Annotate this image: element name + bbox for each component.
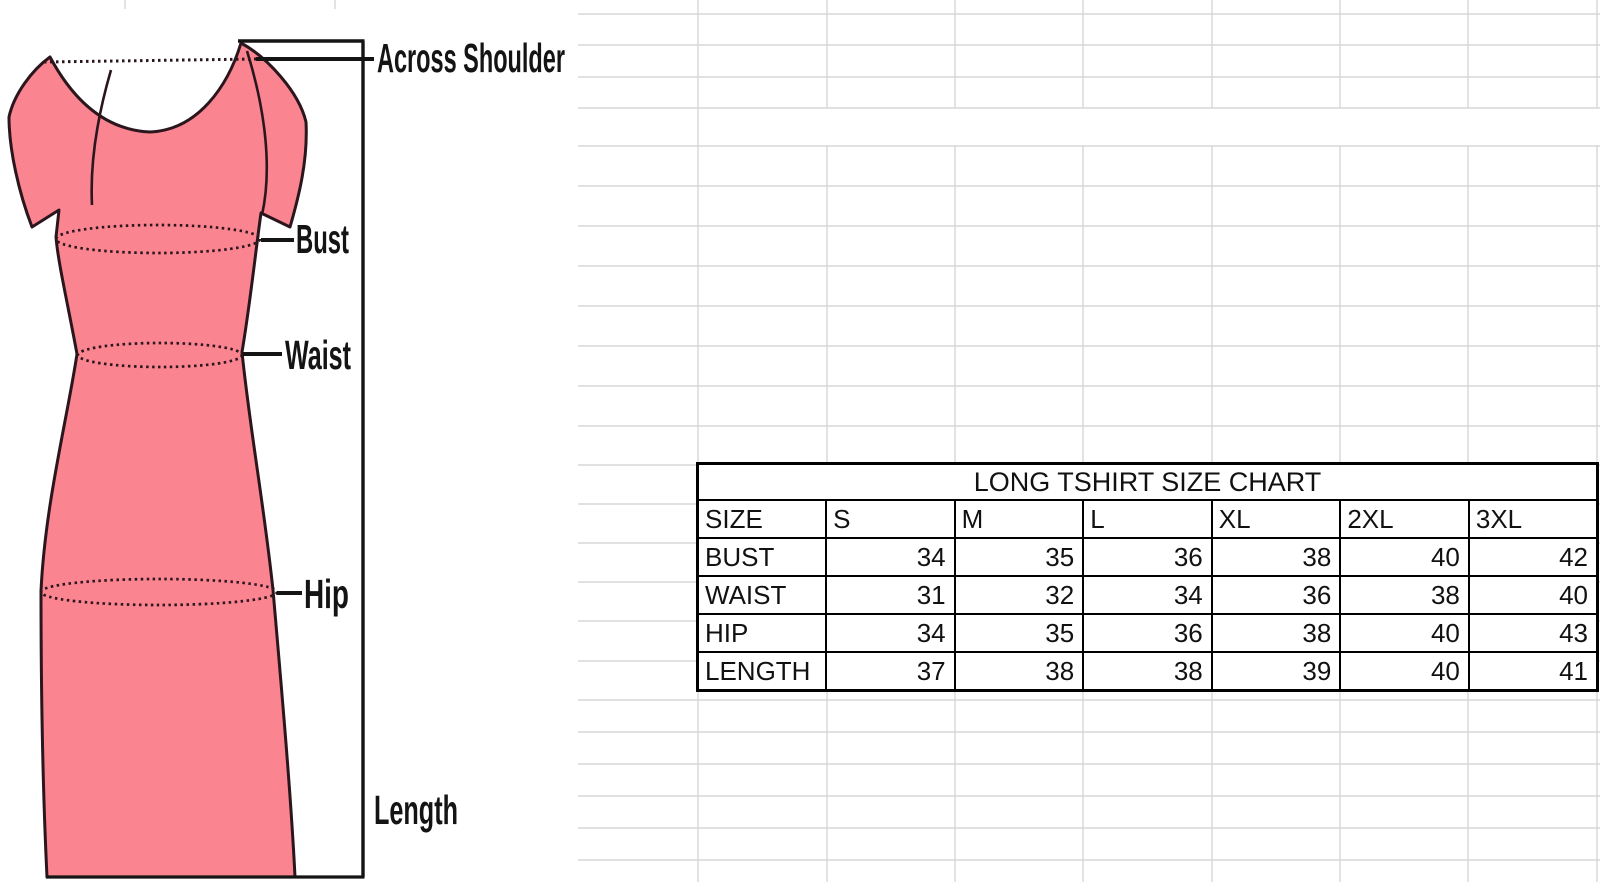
value-cell[interactable]: 39 <box>1210 651 1342 692</box>
size-chart-title-row: LONG TSHIRT SIZE CHART <box>696 462 1599 501</box>
waist-label: Waist <box>285 332 351 378</box>
row-label-bust[interactable]: BUST <box>696 537 828 577</box>
row-label-length[interactable]: LENGTH <box>696 651 828 692</box>
bust-ellipse <box>54 223 262 255</box>
hip-label: Hip <box>304 571 349 617</box>
value-cell[interactable]: 38 <box>1082 651 1213 692</box>
value-cell[interactable]: 40 <box>1339 651 1470 692</box>
value-cell[interactable]: 40 <box>1467 575 1599 615</box>
column-header-2xl[interactable]: 2XL <box>1339 499 1470 539</box>
value-cell[interactable]: 40 <box>1339 537 1470 577</box>
value-cell[interactable]: 38 <box>1210 537 1342 577</box>
column-header-3xl[interactable]: 3XL <box>1467 499 1599 539</box>
value-cell[interactable]: 35 <box>953 537 1085 577</box>
value-cell[interactable]: 36 <box>1082 613 1213 653</box>
size-chart-table: LONG TSHIRT SIZE CHART SIZE S M L XL 2XL… <box>696 462 1599 692</box>
size-chart-header-row: SIZE S M L XL 2XL 3XL <box>696 499 1599 539</box>
table-row-bust: BUST 34 35 36 38 40 42 <box>696 537 1599 577</box>
value-cell[interactable]: 43 <box>1467 613 1599 653</box>
column-header-s[interactable]: S <box>825 499 956 539</box>
value-cell[interactable]: 31 <box>825 575 956 615</box>
dress-diagram-image[interactable]: Across Shoulder Bust Waist Hip Length <box>0 0 578 882</box>
value-cell[interactable]: 41 <box>1467 651 1599 692</box>
table-row-hip: HIP 34 35 36 38 40 43 <box>696 613 1599 653</box>
table-row-length: LENGTH 37 38 38 39 40 41 <box>696 651 1599 692</box>
value-cell[interactable]: 40 <box>1339 613 1470 653</box>
value-cell[interactable]: 34 <box>825 613 956 653</box>
bust-label: Bust <box>296 216 349 262</box>
column-header-size[interactable]: SIZE <box>696 499 828 539</box>
left-armhole-seam <box>90 69 113 206</box>
value-cell[interactable]: 37 <box>825 651 956 692</box>
column-header-m[interactable]: M <box>953 499 1085 539</box>
column-header-xl[interactable]: XL <box>1210 499 1342 539</box>
row-label-waist[interactable]: WAIST <box>696 575 828 615</box>
across-shoulder-label: Across Shoulder <box>377 35 565 81</box>
value-cell[interactable]: 32 <box>953 575 1085 615</box>
value-cell[interactable]: 34 <box>825 537 956 577</box>
value-cell[interactable]: 35 <box>953 613 1085 653</box>
dress-shape <box>7 41 308 879</box>
size-chart-title[interactable]: LONG TSHIRT SIZE CHART <box>696 462 1599 501</box>
value-cell[interactable]: 42 <box>1467 537 1599 577</box>
right-armhole-seam <box>245 50 269 216</box>
column-header-l[interactable]: L <box>1082 499 1213 539</box>
value-cell[interactable]: 34 <box>1082 575 1213 615</box>
value-cell[interactable]: 38 <box>1210 613 1342 653</box>
table-row-waist: WAIST 31 32 34 36 38 40 <box>696 575 1599 615</box>
value-cell[interactable]: 36 <box>1210 575 1342 615</box>
row-label-hip[interactable]: HIP <box>696 613 828 653</box>
value-cell[interactable]: 38 <box>953 651 1085 692</box>
value-cell[interactable]: 38 <box>1339 575 1470 615</box>
value-cell[interactable]: 36 <box>1082 537 1213 577</box>
shoulder-dotted-line <box>43 57 258 64</box>
length-label: Length <box>374 787 458 833</box>
waist-ellipse <box>76 341 244 369</box>
